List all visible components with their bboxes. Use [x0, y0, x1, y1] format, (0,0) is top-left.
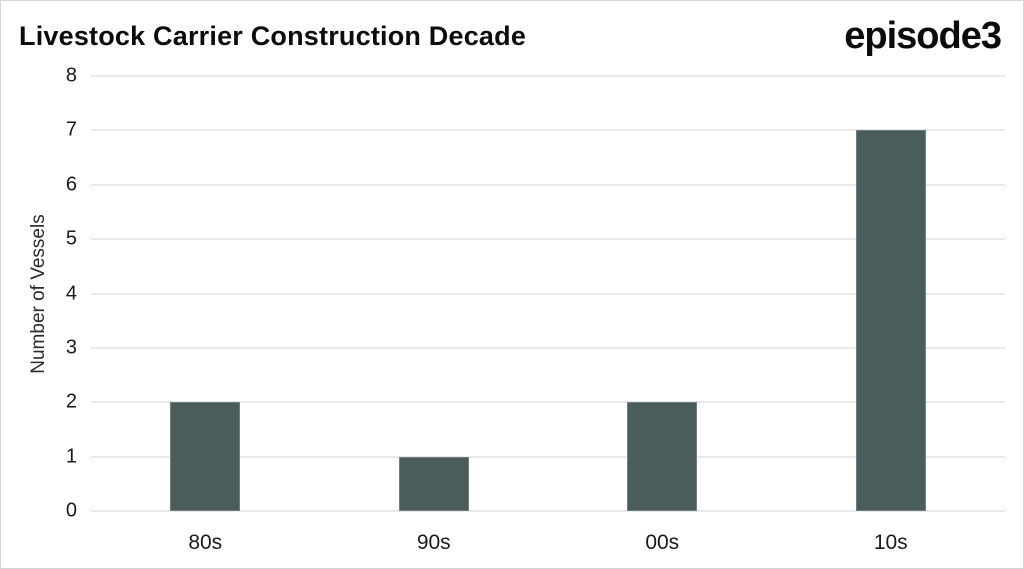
brand-logo: episode3 — [844, 15, 1002, 57]
y-tick-label-5: 5 — [65, 227, 77, 250]
gridline-2 — [91, 401, 1005, 404]
bar-80s — [170, 402, 241, 511]
plot-area: 0 1 2 3 4 5 6 7 8 80s 90s 00s 10s — [66, 65, 1005, 554]
gridline-8 — [91, 75, 1005, 77]
bar-10s — [855, 130, 926, 511]
y-tick-label-3: 3 — [65, 336, 77, 359]
gridline-7 — [91, 129, 1005, 132]
gridline-4 — [91, 292, 1005, 295]
y-tick-label-7: 7 — [65, 118, 77, 141]
y-tick-label-4: 4 — [65, 282, 77, 304]
x-tick-label-80s: 80s — [188, 531, 223, 554]
bar-90s — [398, 456, 469, 511]
x-tick-label-10s: 10s — [873, 531, 908, 554]
gridline-6 — [91, 183, 1005, 186]
y-tick-label-0: 0 — [65, 499, 77, 522]
y-tick-label-8: 8 — [65, 64, 77, 87]
y-tick-label-1: 1 — [65, 445, 77, 468]
gridline-3 — [91, 346, 1005, 349]
gridline-0 — [91, 510, 1005, 512]
x-tick-label-90s: 90s — [416, 531, 451, 554]
y-tick-label-6: 6 — [65, 173, 77, 196]
bar-00s — [627, 402, 698, 511]
y-axis-title: Number of Vessels — [28, 214, 49, 374]
chart-title: Livestock Carrier Construction Decade — [19, 21, 527, 51]
gridline-5 — [91, 238, 1005, 241]
gridline-1 — [91, 455, 1005, 458]
x-tick-label-00s: 00s — [645, 531, 680, 554]
y-tick-label-2: 2 — [65, 390, 77, 413]
